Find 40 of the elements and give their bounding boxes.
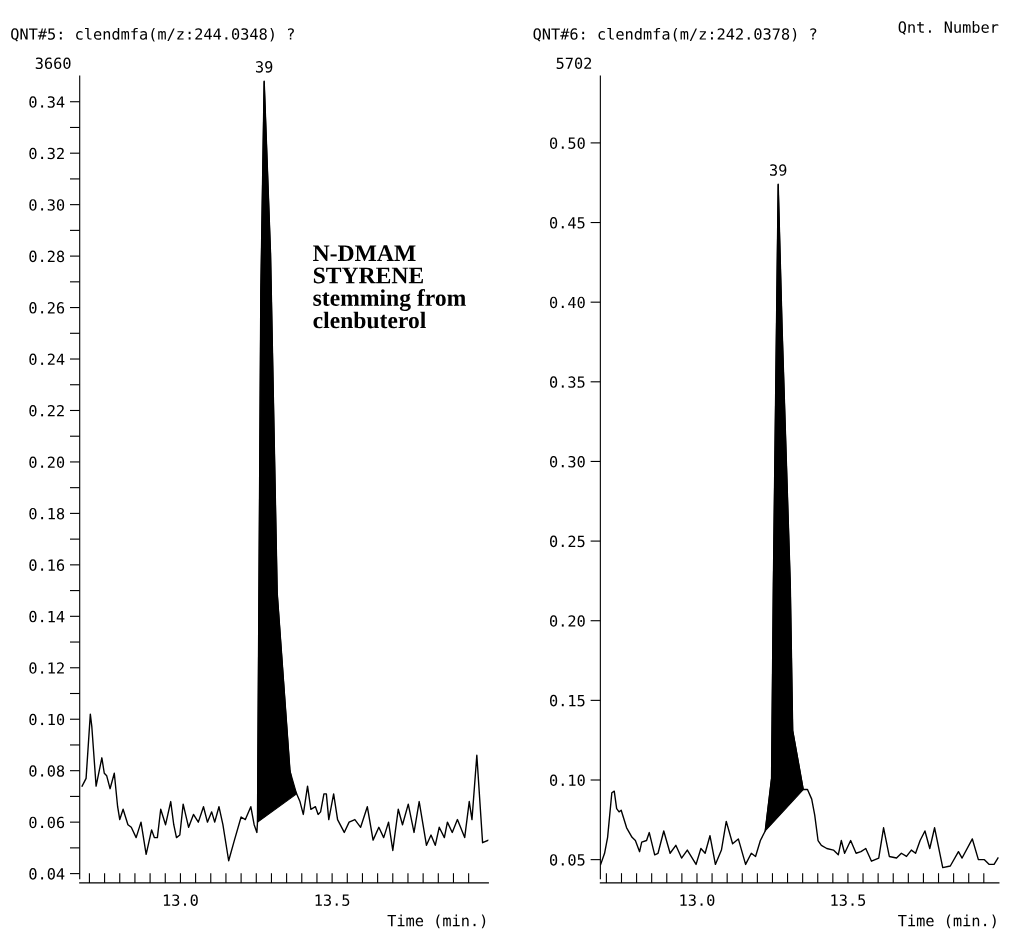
y-tick-label: 0.32 — [29, 147, 64, 160]
y-tick-label: 0.20 — [29, 456, 65, 468]
y-tick-label: 0.34 — [29, 96, 65, 108]
annotation: 39 — [770, 164, 787, 176]
x-tick-label: 13.5 — [831, 894, 866, 906]
chart-subtitle: 3660 — [35, 57, 71, 70]
x-axis-title: Time (min.) — [898, 914, 996, 929]
chart-title: QNT#6: clendmfa(m/z:242.0378) ? — [533, 27, 817, 42]
y-tick-label: 0.16 — [29, 559, 65, 571]
y-tick-label: 0.30 — [549, 455, 585, 468]
y-tick-label: 0.50 — [549, 137, 585, 149]
y-tick-label: 0.22 — [29, 404, 64, 417]
x-tick-label: 13.0 — [680, 894, 715, 906]
annotation: N-DMAM STYRENE stemming from clenbuterol — [313, 245, 466, 329]
annotation: 39 — [255, 61, 273, 73]
y-tick-label: 0.28 — [29, 250, 65, 263]
y-tick-label: 0.15 — [549, 694, 585, 707]
text: Qnt. Number — [898, 21, 999, 35]
y-tick-label: 0.08 — [29, 765, 65, 777]
y-tick-label: 0.24 — [29, 353, 65, 366]
y-tick-label: 0.45 — [549, 217, 585, 229]
y-tick-label: 0.18 — [29, 507, 65, 520]
x-tick-label: 13.0 — [163, 894, 198, 906]
x-axis-title: Time (min.) — [387, 914, 486, 929]
y-tick-label: 0.06 — [29, 816, 65, 829]
y-tick-label: 0.26 — [29, 302, 65, 314]
y-tick-label: 0.05 — [549, 854, 585, 866]
y-tick-label: 0.10 — [29, 713, 65, 726]
y-tick-label: 0.14 — [29, 610, 65, 623]
y-tick-label: 0.40 — [549, 296, 585, 309]
chart-subtitle: 5702 — [556, 57, 592, 70]
y-tick-label: 0.30 — [29, 199, 65, 211]
y-tick-label: 0.25 — [549, 535, 585, 548]
y-tick-label: 0.35 — [549, 376, 585, 388]
y-tick-label: 0.10 — [549, 774, 585, 787]
chart-title: QNT#5: clendmfa(m/z:244.0348) ? — [11, 27, 294, 42]
y-tick-label: 0.20 — [549, 615, 585, 627]
y-tick-label: 0.04 — [29, 868, 65, 880]
y-tick-label: 0.12 — [29, 662, 64, 674]
x-tick-label: 13.5 — [315, 894, 350, 906]
